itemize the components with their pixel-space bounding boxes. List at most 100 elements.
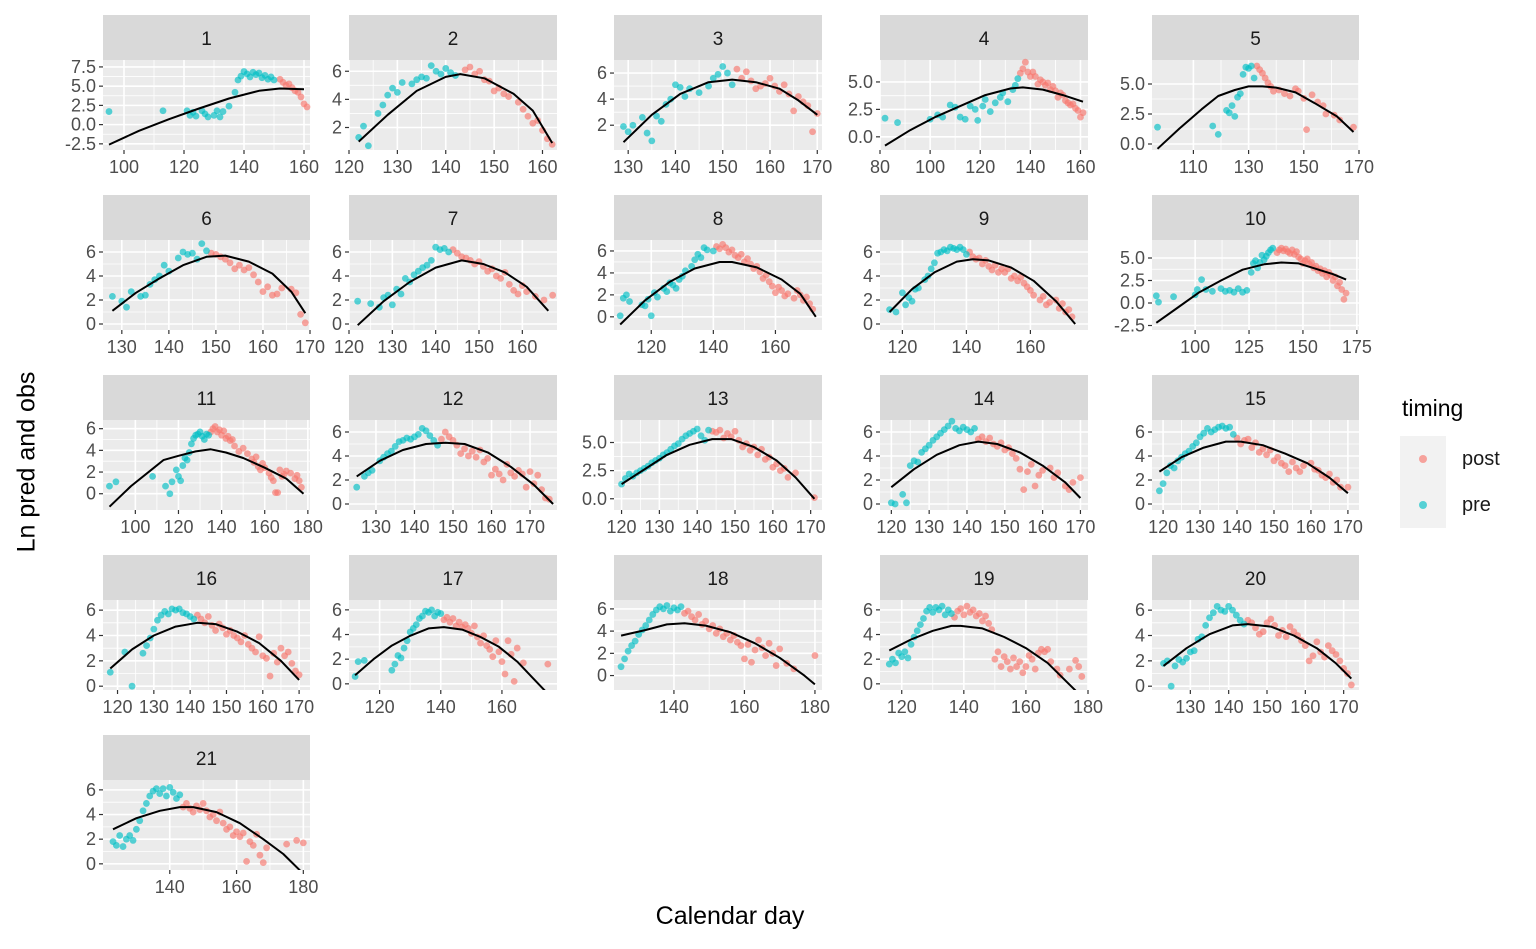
point-post <box>1044 79 1052 87</box>
point-pre <box>1154 123 1161 131</box>
facet-panel-17: 17 120 140 160 0 2 4 6 <box>332 555 557 717</box>
facet-strip <box>614 195 822 240</box>
point-post <box>219 819 227 827</box>
point-post <box>455 618 463 626</box>
y-tick-label: 0 <box>332 674 342 694</box>
point-post <box>766 74 774 82</box>
point-post <box>476 67 484 75</box>
point-pre <box>360 122 367 130</box>
point-post <box>491 465 499 473</box>
point-post <box>524 112 532 120</box>
point-pre <box>177 477 185 485</box>
point-post <box>733 65 741 73</box>
point-post <box>213 817 220 825</box>
point-pre <box>624 647 632 655</box>
point-post <box>741 655 748 663</box>
point-pre <box>190 615 198 623</box>
point-pre <box>154 616 161 624</box>
point-post <box>755 636 762 644</box>
x-tick-label: 130 <box>107 337 137 357</box>
point-post <box>1281 90 1288 97</box>
point-pre <box>1155 298 1162 306</box>
point-pre <box>709 74 717 82</box>
fitted-curve <box>888 258 1076 325</box>
point-post <box>1293 248 1300 256</box>
point-post <box>443 613 451 621</box>
x-tick-label: 160 <box>476 517 506 537</box>
facet-strip-label: 2 <box>448 29 459 50</box>
point-pre <box>231 88 239 96</box>
point-post <box>540 296 548 304</box>
point-pre <box>400 644 408 652</box>
point-post <box>731 427 739 435</box>
point-post <box>1022 663 1030 670</box>
point-pre <box>1243 287 1251 294</box>
x-tick-label: 150 <box>438 517 468 537</box>
y-tick-label: 4 <box>863 266 873 286</box>
x-tick-label: 130 <box>914 517 944 537</box>
point-post <box>477 639 484 647</box>
fitted-curve <box>622 78 818 143</box>
point-post <box>283 840 291 848</box>
point-pre <box>1206 614 1213 622</box>
point-pre <box>427 257 435 264</box>
x-tick-label: 120 <box>965 157 995 177</box>
point-pre <box>163 792 170 800</box>
point-pre <box>216 113 224 121</box>
x-tick-label: 160 <box>248 337 278 357</box>
point-post <box>1275 632 1282 639</box>
point-pre <box>966 102 974 110</box>
point-pre <box>688 262 696 270</box>
x-tick-label: 170 <box>1333 517 1363 537</box>
x-tick-label: 150 <box>1288 337 1318 357</box>
point-pre <box>162 482 169 490</box>
point-pre <box>1247 269 1255 276</box>
x-tick-label: 170 <box>1344 157 1374 177</box>
point-pre <box>225 102 233 110</box>
point-pre <box>116 832 124 839</box>
facet-strip <box>880 15 1088 60</box>
point-post <box>276 466 284 474</box>
fitted-curve <box>890 440 1082 499</box>
x-tick-label: 140 <box>175 697 205 717</box>
x-tick-label: 120 <box>876 517 906 537</box>
point-pre <box>676 83 684 91</box>
point-post <box>1340 296 1348 303</box>
x-tick-label: 120 <box>334 337 364 357</box>
point-pre <box>437 610 445 617</box>
point-post <box>1065 306 1073 313</box>
point-post <box>288 659 296 667</box>
point-pre <box>139 649 147 657</box>
point-pre <box>902 301 909 309</box>
point-post <box>438 435 445 443</box>
y-tick-label: 0 <box>1135 676 1145 696</box>
y-tick-label: -2.5 <box>65 134 96 154</box>
point-pre <box>389 84 396 92</box>
point-pre <box>1171 662 1179 670</box>
point-pre <box>1214 131 1222 138</box>
y-tick-label: 6 <box>86 780 96 800</box>
y-tick-label: 0.0 <box>1120 293 1145 313</box>
facet-strip <box>614 555 822 600</box>
x-tick-label: 170 <box>295 337 325 357</box>
facet-panel-4: 4 80 100 120 140 160 0.0 2.5 5.0 <box>848 15 1096 177</box>
facet-strip-label: 19 <box>973 569 994 590</box>
facet-panel-12: 12 130 140 150 160 170 0 2 4 6 <box>332 375 557 537</box>
point-pre <box>153 785 160 793</box>
point-pre <box>176 791 184 799</box>
point-post <box>742 68 750 76</box>
facet-strip <box>349 15 557 60</box>
y-tick-label: 6 <box>863 422 873 442</box>
fitted-curve <box>108 87 305 146</box>
point-post <box>1069 479 1077 486</box>
point-pre <box>961 115 969 123</box>
point-post <box>233 828 240 836</box>
facet-strip <box>103 555 310 600</box>
point-post <box>737 642 745 649</box>
point-post <box>1286 92 1294 100</box>
x-tick-label: 120 <box>334 157 364 177</box>
legend-label-post: post <box>1462 448 1500 470</box>
point-post <box>1281 462 1289 469</box>
point-post <box>519 659 527 667</box>
